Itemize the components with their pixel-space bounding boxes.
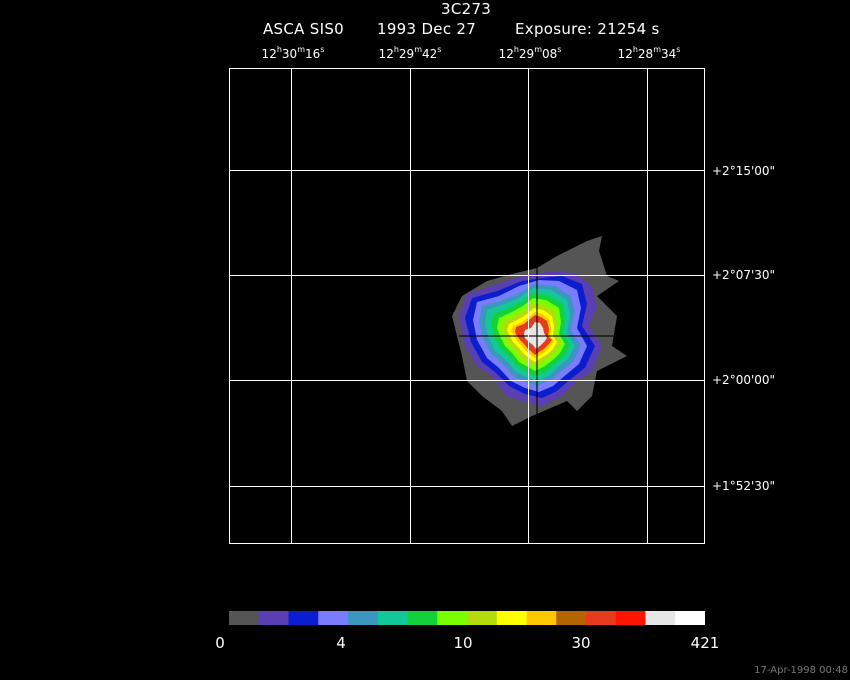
colorbar-segment bbox=[288, 611, 319, 625]
colorbar-segment bbox=[318, 611, 349, 625]
color-scale-bar bbox=[229, 611, 705, 625]
colorbar-segment bbox=[496, 611, 527, 625]
timestamp: 17-Apr-1998 00:48 bbox=[754, 665, 848, 676]
colorbar-segment bbox=[377, 611, 408, 625]
colorbar-segment bbox=[556, 611, 587, 625]
colorbar-segment bbox=[229, 611, 260, 625]
dec-tick-label: +2°00'00" bbox=[712, 373, 776, 387]
dec-tick-label: +2°07'30" bbox=[712, 268, 776, 282]
ra-tick-label: 12h29m08s bbox=[498, 45, 562, 61]
ra-tick-label: 12h30m16s bbox=[261, 45, 325, 61]
sky-image bbox=[229, 68, 705, 544]
ra-tick-label: 12h29m42s bbox=[378, 45, 442, 61]
colorbar-segment bbox=[586, 611, 617, 625]
object-title: 3C273 bbox=[441, 0, 492, 18]
observation-date: 1993 Dec 27 bbox=[377, 20, 477, 38]
colorbar-segment bbox=[615, 611, 646, 625]
colorbar-label: 421 bbox=[690, 634, 720, 652]
coordinate-grid bbox=[229, 68, 705, 544]
ra-tick-label: 12h28m34s bbox=[617, 45, 681, 61]
colorbar-segment bbox=[526, 611, 557, 625]
colorbar-segment bbox=[348, 611, 379, 625]
colorbar-label: 4 bbox=[336, 634, 346, 652]
colorbar-segment bbox=[407, 611, 438, 625]
colorbar-segment bbox=[645, 611, 676, 625]
xray-source bbox=[452, 236, 629, 426]
exposure-label: Exposure: 21254 s bbox=[515, 20, 660, 38]
instrument-label: ASCA SIS0 bbox=[263, 20, 344, 38]
colorbar-label: 30 bbox=[571, 634, 591, 652]
colorbar-segment bbox=[437, 611, 468, 625]
colorbar-segment bbox=[675, 611, 705, 625]
dec-tick-label: +2°15'00" bbox=[712, 164, 776, 178]
chip-gap bbox=[459, 335, 629, 337]
colorbar-label: 10 bbox=[453, 634, 473, 652]
colorbar-segment bbox=[467, 611, 498, 625]
chip-gap bbox=[536, 236, 538, 426]
colorbar-segment bbox=[258, 611, 289, 625]
dec-tick-label: +1°52'30" bbox=[712, 479, 776, 493]
colorbar-label: 0 bbox=[215, 634, 225, 652]
